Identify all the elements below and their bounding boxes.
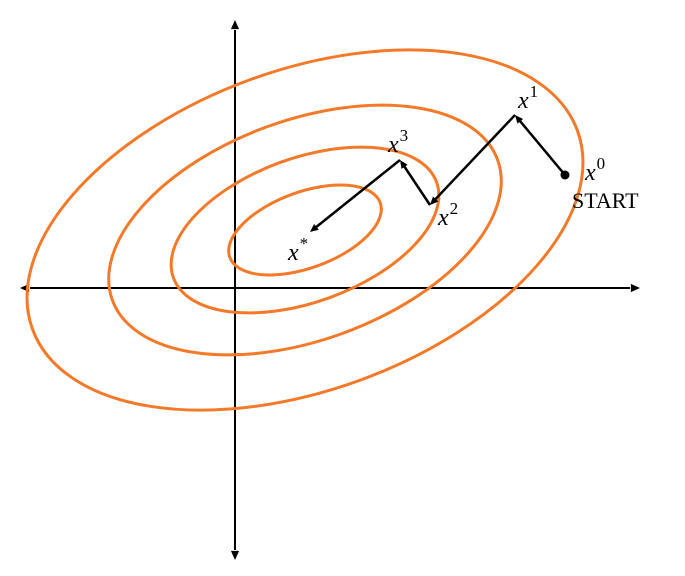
contour-ellipse-1 — [75, 57, 536, 404]
contour-ellipse-2 — [149, 114, 461, 345]
label-x2: x2 — [437, 199, 458, 231]
x-axis-arrow-right — [631, 284, 640, 292]
contour-ellipses — [0, 0, 632, 480]
y-axis-arrow-down — [231, 551, 239, 560]
step-line-2 — [403, 164, 430, 205]
labels-group: x0STARTx1x2x3x* — [287, 82, 639, 266]
label-x0: x0 — [584, 154, 605, 186]
label-start: START — [572, 188, 639, 213]
x-axis — [20, 284, 640, 292]
step-line-3 — [314, 160, 400, 229]
point-dot-x0 — [561, 171, 570, 180]
y-axis-arrow-up — [231, 20, 239, 29]
label-x1: x1 — [517, 82, 538, 114]
label-xstar: x* — [287, 234, 308, 266]
step-line-0 — [518, 119, 565, 175]
y-axis — [231, 20, 239, 560]
contour-ellipse-0 — [0, 0, 632, 480]
